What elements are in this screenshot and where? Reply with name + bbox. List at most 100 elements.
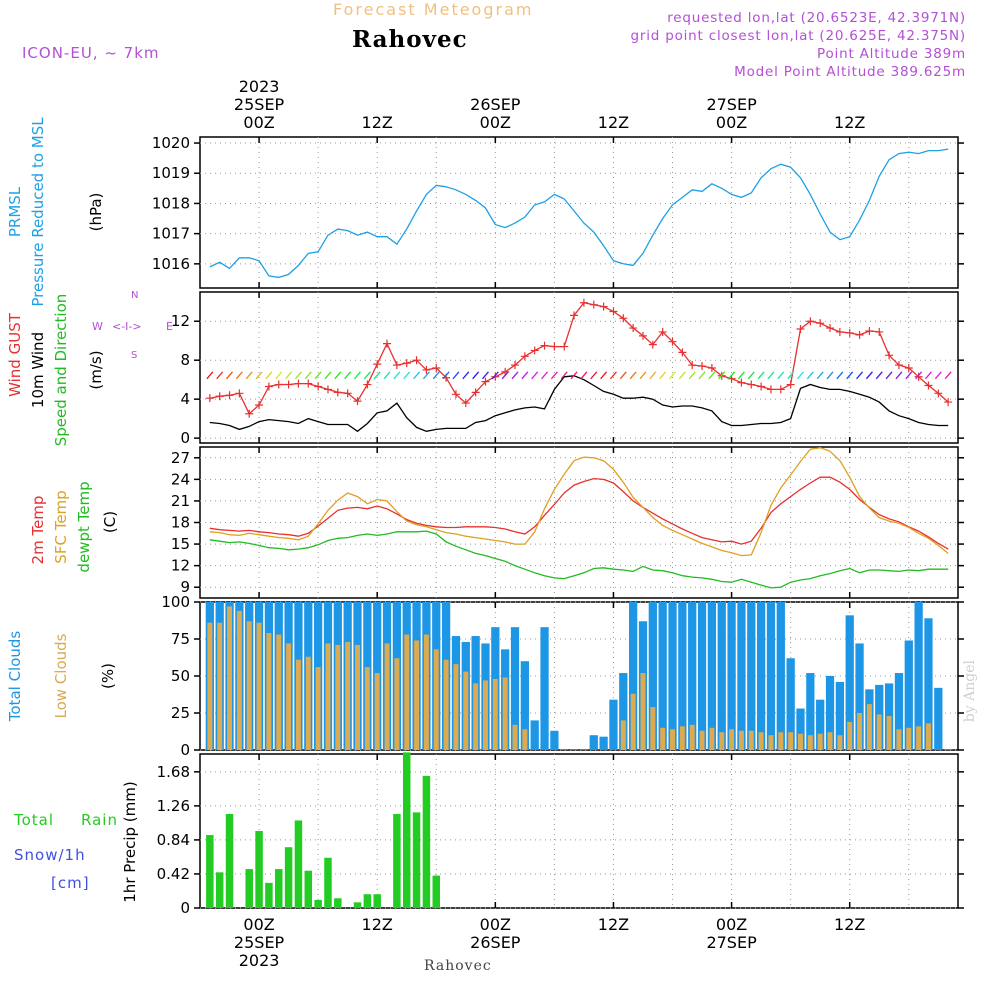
low-cloud-bar — [886, 715, 892, 750]
ytick-label: 18 — [171, 514, 190, 532]
gust-marker — [579, 298, 588, 307]
total-cloud-bar — [737, 602, 746, 750]
ytick-label: 1018 — [152, 194, 190, 212]
wind-direction-arrow — [806, 371, 814, 380]
gust-marker — [835, 327, 844, 336]
total-cloud-bar — [766, 602, 776, 750]
gust-marker — [264, 382, 273, 391]
total-cloud-bar — [904, 640, 913, 750]
gust-marker — [304, 379, 313, 388]
label-speed-direction: Speed and Direction — [52, 294, 70, 447]
low-cloud-bar — [699, 730, 705, 750]
gust-marker — [914, 372, 923, 381]
gust-marker — [619, 314, 628, 323]
label-10m-wind: 10m Wind — [29, 332, 47, 408]
top-hour-label: 12Z — [598, 113, 629, 132]
low-cloud-bar — [916, 726, 922, 750]
gust-marker — [904, 363, 913, 372]
gust-marker — [412, 356, 421, 365]
wind-direction-arrow — [373, 371, 381, 380]
gust-marker — [944, 398, 953, 407]
low-cloud-bar — [768, 735, 774, 750]
rain-bar — [294, 820, 303, 908]
bottom-hour-label: 00Z — [243, 915, 274, 934]
pressure-line — [209, 148, 949, 279]
bottom-hour-label: 00Z — [716, 915, 747, 934]
compass-e: E — [166, 320, 173, 333]
wind-direction-arrow — [413, 371, 421, 380]
low-cloud-bar — [788, 732, 794, 750]
wind-direction-arrow — [226, 371, 234, 380]
wind-direction-arrow — [934, 371, 942, 380]
wind-direction-arrow — [521, 371, 529, 380]
panel-frame-precip — [199, 753, 959, 909]
wind-direction-arrow — [787, 371, 795, 380]
point-altitude: Point Altitude 389m — [817, 46, 966, 62]
gust-marker — [776, 385, 785, 394]
wind-direction-arrow — [826, 371, 834, 380]
wind-direction-arrow — [875, 371, 883, 380]
low-cloud-bar — [246, 621, 252, 750]
low-cloud-bar — [286, 643, 292, 750]
ytick-label: 15 — [171, 535, 190, 553]
low-cloud-bar — [866, 704, 872, 750]
top-hour-label: 12Z — [362, 113, 393, 132]
wind-direction-arrow — [560, 371, 568, 380]
gust-marker — [924, 381, 933, 390]
wind-direction-arrow — [570, 371, 578, 380]
ytick-label: 24 — [171, 470, 190, 488]
total-cloud-bar — [619, 673, 628, 750]
total-cloud-bar — [629, 602, 638, 750]
total-cloud-bar — [816, 699, 825, 750]
label-low-clouds: Low Clouds — [52, 633, 70, 718]
gust-marker — [235, 389, 244, 398]
total-cloud-bar — [658, 602, 667, 750]
ytick-label: 0 — [180, 741, 190, 759]
low-cloud-bar — [473, 683, 479, 750]
total-cloud-bar — [530, 720, 539, 750]
bottom-hour-label: 12Z — [598, 915, 629, 934]
wind-direction-arrow — [609, 371, 617, 380]
wind-direction-arrow — [944, 371, 952, 380]
top-hour-label: 00Z — [716, 113, 747, 132]
gust-marker — [550, 342, 559, 351]
gust-marker — [392, 361, 401, 370]
panel-frame-clouds — [199, 601, 959, 751]
gust-marker — [274, 380, 283, 389]
top-date-label: 26SEP — [470, 95, 521, 114]
label-total: Total — [13, 811, 54, 829]
label-c-unit: (C) — [101, 511, 119, 533]
gust-marker — [343, 389, 352, 398]
rain-bar — [215, 872, 224, 908]
low-cloud-bar — [266, 633, 272, 750]
gust-marker — [422, 365, 431, 374]
wind-direction-arrow — [235, 371, 243, 380]
rain-bar — [373, 894, 381, 908]
wind-direction-arrow — [216, 371, 224, 380]
total-cloud-bar — [944, 749, 953, 750]
gust-marker — [383, 339, 392, 348]
temp-dewpt-line — [209, 530, 949, 589]
rain-bar — [412, 812, 421, 908]
wind-direction-arrow — [344, 371, 352, 380]
wind-direction-arrow — [442, 371, 450, 380]
low-cloud-bar — [896, 729, 902, 750]
rain-bar — [245, 869, 253, 908]
low-cloud-bar — [748, 730, 754, 750]
ytick-label: 0.42 — [157, 865, 190, 883]
wind-direction-arrow — [422, 371, 430, 380]
total-cloud-bar — [648, 602, 657, 750]
wind-direction-arrow — [334, 371, 342, 380]
wind-direction-arrow — [924, 371, 932, 380]
rain-bar — [265, 882, 273, 908]
label-precip-unit: 1hr Precip (mm) — [121, 781, 139, 902]
wind-direction-arrow — [491, 371, 499, 380]
label-percent-unit: (%) — [99, 663, 117, 689]
low-cloud-bar — [404, 634, 410, 750]
bottom-date-label: 25SEP — [234, 933, 285, 952]
gust-marker — [284, 380, 293, 389]
rain-bar — [314, 899, 322, 908]
ytick-label: 1020 — [152, 134, 190, 152]
low-cloud-bar — [443, 659, 449, 750]
